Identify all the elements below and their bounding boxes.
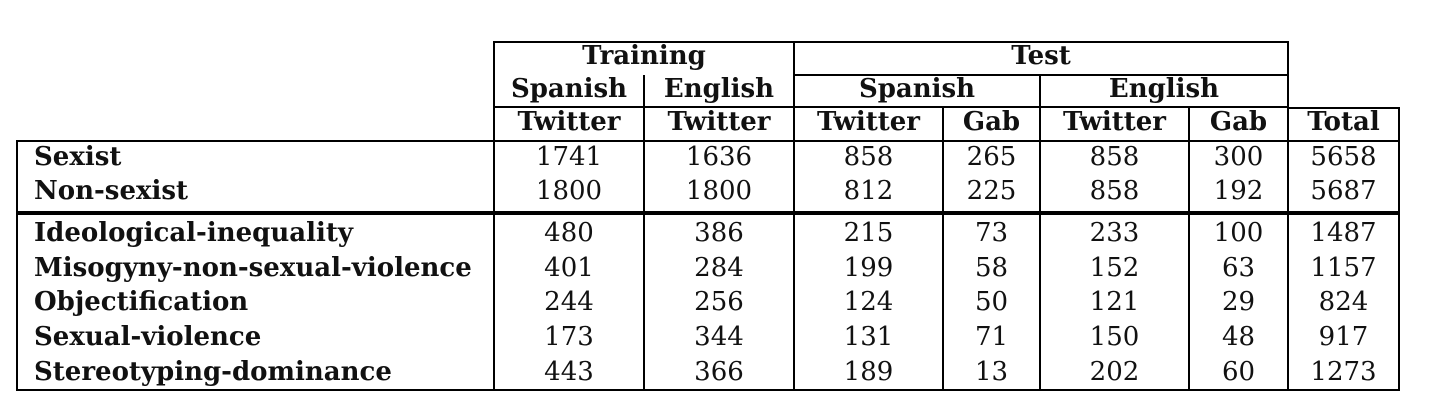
header-source: Gab	[1209, 107, 1268, 137]
row-label: Ideological-inequality	[34, 218, 353, 248]
table-cell: 189	[843, 357, 894, 387]
table-cell: 344	[694, 322, 744, 352]
header-source: Twitter	[517, 107, 621, 137]
table-cell: 1157	[1310, 253, 1377, 283]
table-cell: 131	[843, 322, 894, 352]
table-cell: 100	[1213, 218, 1264, 248]
row-label: Non-sexist	[34, 176, 189, 206]
table-cell: 215	[843, 218, 894, 248]
table-cell: 1800	[535, 176, 603, 206]
header-source: Twitter	[1062, 107, 1166, 137]
table-cell: 858	[1089, 142, 1140, 172]
table-cell: 50	[974, 287, 1009, 317]
row-label: Stereotyping-dominance	[34, 357, 392, 387]
table-cell: 858	[1089, 176, 1140, 206]
table-cell: 60	[1221, 357, 1256, 387]
table-cell: 244	[544, 287, 594, 317]
header-source: Gab	[962, 107, 1021, 137]
row-label: Sexist	[34, 142, 122, 172]
header-test: Test	[1011, 41, 1071, 71]
table-cell: 121	[1089, 287, 1140, 317]
table-cell: 48	[1221, 322, 1256, 352]
vrule-training-mid	[643, 75, 645, 391]
table-cell: 284	[694, 253, 744, 283]
table-cell: 124	[843, 287, 894, 317]
header-test-english: English	[1108, 74, 1220, 104]
table-cell: 199	[843, 253, 894, 283]
table-cell: 13	[974, 357, 1009, 387]
vrule-test-en-src	[1188, 107, 1190, 391]
table-cell: 1741	[535, 142, 603, 172]
table-cell: 29	[1221, 287, 1256, 317]
table-cell: 480	[544, 218, 594, 248]
table-cell: 58	[974, 253, 1009, 283]
table-cell: 71	[974, 322, 1009, 352]
table-cell: 225	[966, 176, 1017, 206]
header-test-spanish: Spanish	[858, 74, 976, 104]
table-cell: 386	[694, 218, 744, 248]
rule-source	[493, 106, 1287, 108]
vrule-label	[493, 41, 495, 391]
table-cell: 858	[843, 142, 894, 172]
table-cell: 173	[544, 322, 594, 352]
rule-top	[493, 41, 1287, 43]
table-cell: 824	[1318, 287, 1369, 317]
table-cell: 366	[694, 357, 744, 387]
table-cell: 202	[1089, 357, 1140, 387]
header-training: Training	[582, 41, 706, 71]
header-source: Twitter	[667, 107, 771, 137]
table-cell: 192	[1213, 176, 1264, 206]
rule-header-bottom	[16, 140, 1400, 142]
table-cell: 256	[694, 287, 744, 317]
table-cell: 1487	[1310, 218, 1377, 248]
rule-thick	[16, 211, 1400, 215]
rule-total-top	[1287, 107, 1400, 109]
table-cell: 233	[1089, 218, 1140, 248]
vrule-total	[1287, 41, 1289, 391]
table-cell: 73	[974, 218, 1009, 248]
table-cell: 443	[544, 357, 594, 387]
row-label: Misogyny-non-sexual-violence	[34, 253, 472, 283]
table-cell: 150	[1089, 322, 1140, 352]
table-cell: 812	[843, 176, 894, 206]
row-label: Objectification	[34, 287, 249, 317]
vrule-test-es-src	[942, 107, 944, 391]
header-source: Twitter	[816, 107, 920, 137]
table-cell: 265	[966, 142, 1017, 172]
table-cell: 401	[544, 253, 594, 283]
vrule-train-test	[793, 41, 795, 391]
table-cell: 5687	[1310, 176, 1377, 206]
table-cell: 300	[1213, 142, 1264, 172]
table-cell: 152	[1089, 253, 1140, 283]
table-cell: 1273	[1310, 357, 1377, 387]
table-cell: 63	[1221, 253, 1256, 283]
vrule-right	[1398, 107, 1400, 391]
table-cell: 917	[1318, 322, 1369, 352]
header-training-spanish: Spanish	[510, 74, 628, 104]
vrule-left	[16, 141, 18, 391]
table-cell: 1800	[685, 176, 753, 206]
table-cell: 5658	[1310, 142, 1377, 172]
header-total: Total	[1307, 107, 1380, 137]
vrule-test-mid	[1039, 75, 1041, 391]
table-cell: 1636	[685, 142, 753, 172]
rule-bottom	[16, 389, 1400, 391]
header-training-english: English	[663, 74, 775, 104]
row-label: Sexual-violence	[34, 322, 262, 352]
